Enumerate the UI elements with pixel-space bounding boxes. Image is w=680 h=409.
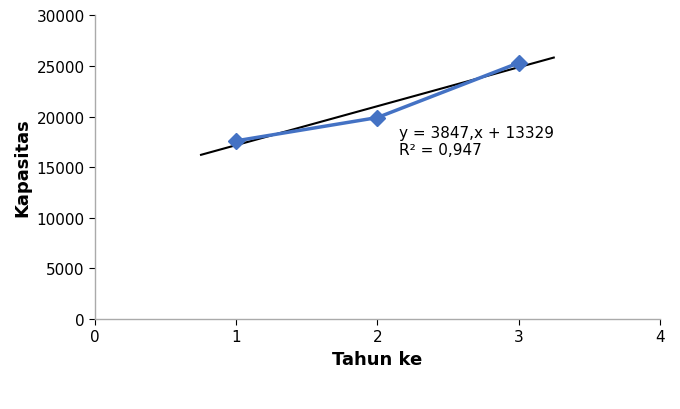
X-axis label: Tahun ke: Tahun ke bbox=[333, 350, 422, 368]
Text: y = 3847,x + 13329
R² = 0,947: y = 3847,x + 13329 R² = 0,947 bbox=[398, 125, 554, 157]
Y-axis label: Kapasitas: Kapasitas bbox=[13, 119, 31, 217]
